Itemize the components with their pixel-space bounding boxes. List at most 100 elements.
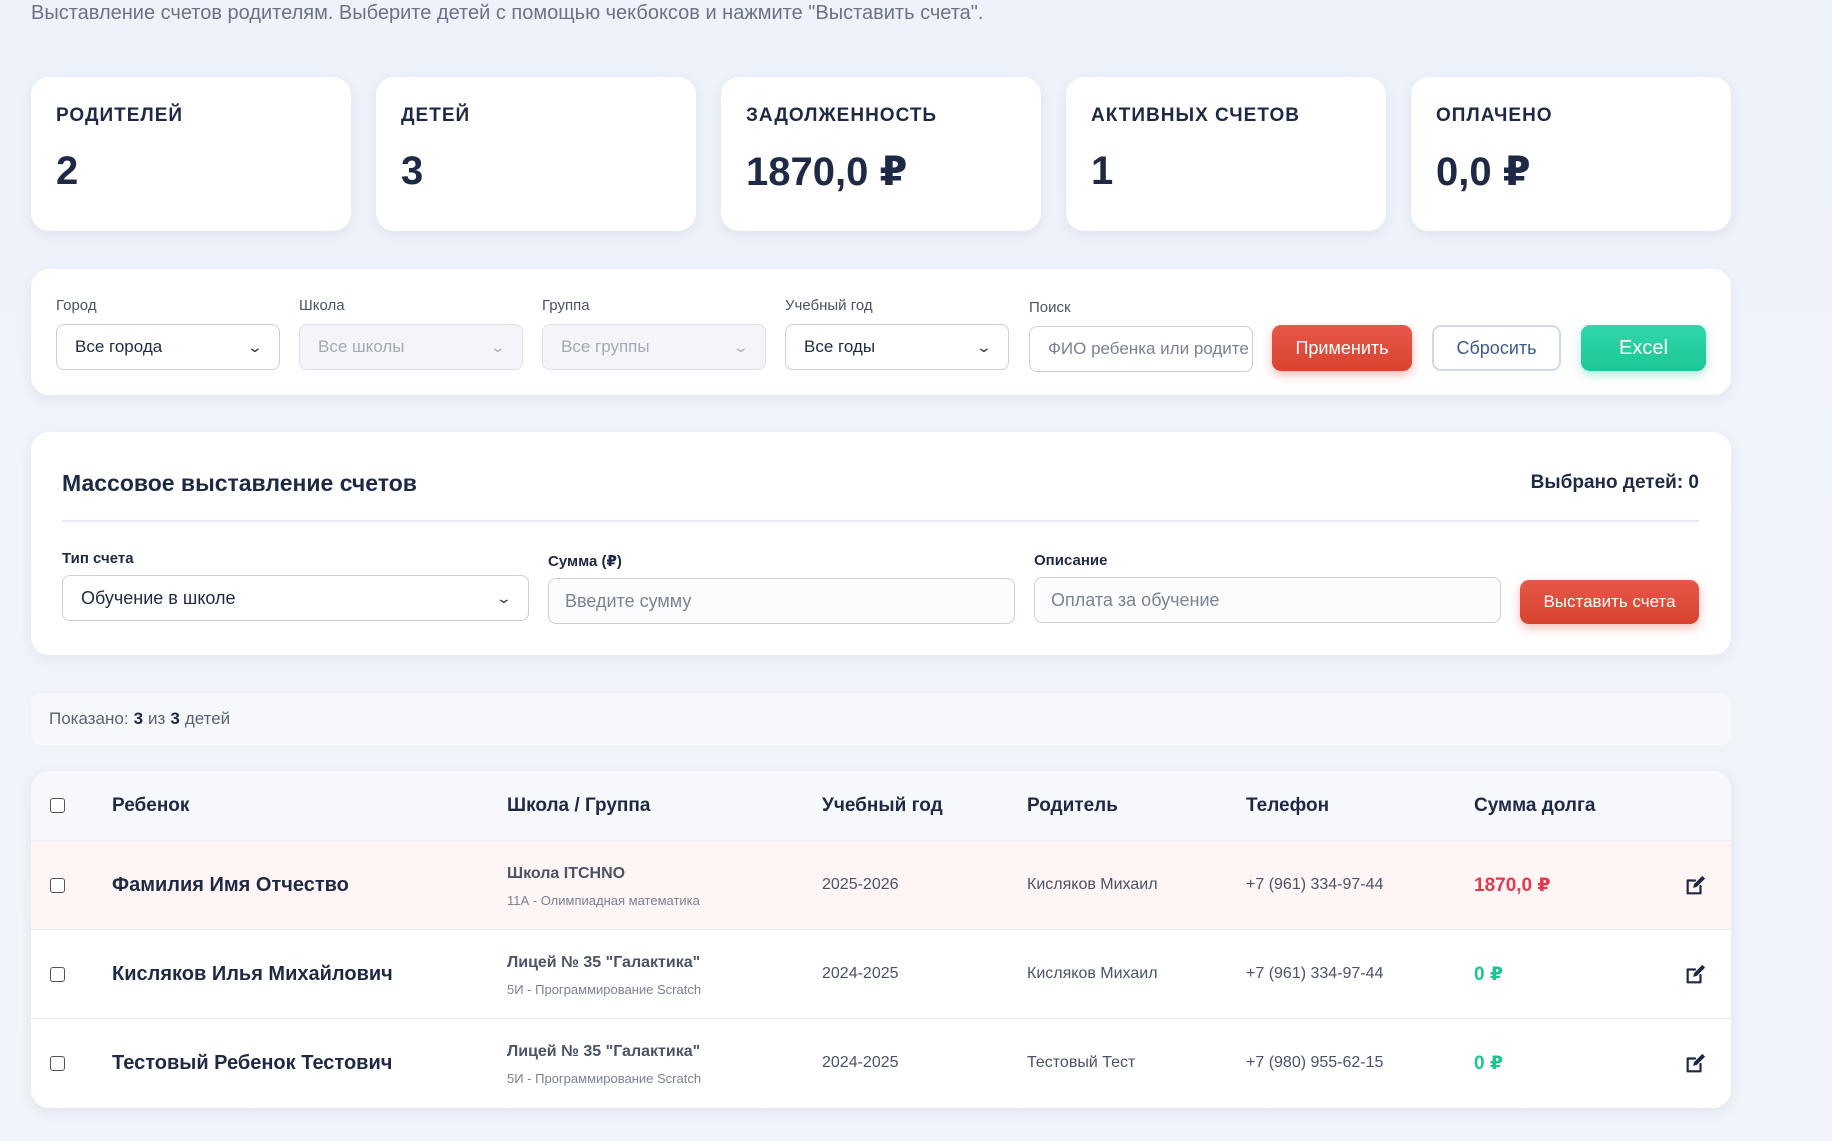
- stat-value: 2: [56, 149, 79, 193]
- school-filter: Школа Все школы ⌄: [299, 297, 523, 370]
- stat-value: 1870,0 ₽: [746, 150, 908, 194]
- table-row[interactable]: Фамилия Имя Отчество Школа ITCHNO 11А - …: [31, 841, 1731, 930]
- group-filter: Группа Все группы ⌄: [542, 297, 766, 370]
- year-select[interactable]: Все годы ⌄: [785, 324, 1009, 370]
- description-group: Описание Оплата за обучение: [1034, 552, 1501, 623]
- child-name: Тестовый Ребенок Тестович: [112, 1052, 393, 1074]
- mass-invoice-panel: Массовое выставление счетов Выбрано дете…: [31, 432, 1731, 655]
- selected-count: Выбрано детей: 0: [1530, 472, 1699, 493]
- chevron-down-icon: ⌄: [495, 589, 513, 606]
- description-label: Описание: [1034, 552, 1108, 569]
- school-name: Лицей № 35 "Галактика": [507, 1043, 701, 1060]
- debt-amount: 1870,0 ₽: [1474, 875, 1551, 896]
- phone: +7 (961) 334-97-44: [1246, 876, 1384, 893]
- search-label: Поиск: [1029, 299, 1071, 316]
- header-school: Школа / Группа: [507, 795, 651, 816]
- stat-label: ДЕТЕЙ: [401, 105, 471, 126]
- table-row[interactable]: Тестовый Ребенок Тестович Лицей № 35 "Га…: [31, 1019, 1731, 1108]
- parent-name: Кисляков Михаил: [1027, 876, 1158, 893]
- sum-group: Сумма (₽) Введите сумму: [548, 552, 1015, 624]
- page-intro: Выставление счетов родителям. Выберите д…: [31, 2, 984, 24]
- showing-suffix: детей: [184, 709, 231, 728]
- school-year: 2024-2025: [822, 965, 899, 982]
- group-name: 11А - Олимпиадная математика: [507, 893, 700, 908]
- showing-prefix: Показано:: [49, 709, 129, 728]
- search-input[interactable]: ФИО ребенка или родите: [1029, 326, 1253, 372]
- city-select[interactable]: Все города ⌄: [56, 324, 280, 370]
- filters-panel: Город Все города ⌄ Школа Все школы ⌄ Гру…: [31, 269, 1731, 395]
- school-name: Лицей № 35 "Галактика": [507, 954, 701, 971]
- school-select[interactable]: Все школы ⌄: [299, 324, 523, 370]
- stat-label: ОПЛАЧЕНО: [1436, 105, 1553, 126]
- school-select-value: Все школы: [318, 337, 405, 356]
- year-select-value: Все годы: [804, 337, 876, 356]
- sum-label: Сумма (₽): [548, 553, 622, 570]
- stat-value: 1: [1091, 149, 1114, 193]
- parent-name: Тестовый Тест: [1027, 1054, 1136, 1071]
- header-debt: Сумма долга: [1474, 795, 1596, 816]
- edit-icon[interactable]: [1684, 875, 1706, 897]
- phone: +7 (961) 334-97-44: [1246, 965, 1384, 982]
- edit-icon[interactable]: [1684, 964, 1706, 986]
- chevron-down-icon: ⌄: [732, 338, 750, 355]
- search-filter: Поиск ФИО ребенка или родите: [1029, 299, 1253, 372]
- stat-card-children: ДЕТЕЙ 3: [376, 77, 696, 231]
- header-parent: Родитель: [1027, 795, 1118, 816]
- school-year: 2024-2025: [822, 1054, 899, 1071]
- row-checkbox[interactable]: [50, 967, 65, 982]
- stat-card-parents: РОДИТЕЛЕЙ 2: [31, 77, 351, 231]
- school-name: Школа ITCHNO: [507, 865, 626, 882]
- year-label: Учебный год: [785, 297, 873, 314]
- group-label: Группа: [542, 297, 590, 314]
- header-child: Ребенок: [112, 795, 190, 816]
- group-select[interactable]: Все группы ⌄: [542, 324, 766, 370]
- header-phone: Телефон: [1246, 795, 1330, 816]
- description-input[interactable]: Оплата за обучение: [1034, 577, 1501, 623]
- city-select-value: Все города: [75, 337, 163, 356]
- apply-button[interactable]: Применить: [1272, 325, 1412, 371]
- stats-row: РОДИТЕЛЕЙ 2 ДЕТЕЙ 3 ЗАДОЛЖЕННОСТЬ 1870,0…: [31, 77, 1731, 231]
- stat-card-debt: ЗАДОЛЖЕННОСТЬ 1870,0 ₽: [721, 77, 1041, 231]
- child-name: Фамилия Имя Отчество: [112, 874, 349, 896]
- total-count: 3: [170, 709, 180, 728]
- header-year: Учебный год: [822, 795, 943, 816]
- chevron-down-icon: ⌄: [975, 338, 993, 355]
- chevron-down-icon: ⌄: [246, 338, 264, 355]
- phone: +7 (980) 955-62-15: [1246, 1054, 1384, 1071]
- invoice-type-label: Тип счета: [62, 550, 134, 567]
- divider: [62, 520, 1699, 522]
- sum-input[interactable]: Введите сумму: [548, 578, 1015, 624]
- row-checkbox[interactable]: [50, 878, 65, 893]
- debt-amount: 0 ₽: [1474, 964, 1504, 985]
- parent-name: Кисляков Михаил: [1027, 965, 1158, 982]
- excel-export-button[interactable]: Excel: [1581, 325, 1706, 371]
- invoice-type-select[interactable]: Обучение в школе ⌄: [62, 575, 529, 621]
- mass-invoice-title: Массовое выставление счетов: [62, 470, 417, 496]
- invoice-type-group: Тип счета Обучение в школе ⌄: [62, 550, 529, 621]
- debt-amount: 0 ₽: [1474, 1053, 1504, 1074]
- group-name: 5И - Программирование Scratch: [507, 1071, 702, 1086]
- stat-value: 0,0 ₽: [1436, 150, 1531, 194]
- stat-label: ЗАДОЛЖЕННОСТЬ: [746, 105, 938, 126]
- city-label: Город: [56, 297, 97, 314]
- reset-button[interactable]: Сбросить: [1432, 325, 1561, 371]
- children-table: Ребенок Школа / Группа Учебный год Родит…: [31, 771, 1731, 1108]
- results-summary: Показано: 3 из 3 детей: [31, 693, 1731, 745]
- group-name: 5И - Программирование Scratch: [507, 982, 702, 997]
- group-select-value: Все группы: [561, 337, 650, 356]
- row-checkbox[interactable]: [50, 1056, 65, 1071]
- select-all-checkbox[interactable]: [50, 798, 65, 813]
- showing-count: 3: [133, 709, 144, 728]
- stat-label: РОДИТЕЛЕЙ: [56, 105, 184, 126]
- school-year: 2025-2026: [822, 876, 899, 893]
- edit-icon[interactable]: [1684, 1053, 1706, 1075]
- invoice-type-value: Обучение в школе: [81, 587, 236, 608]
- table-row[interactable]: Кисляков Илья Михайлович Лицей № 35 "Гал…: [31, 930, 1731, 1019]
- stat-value: 3: [401, 149, 424, 193]
- issue-invoices-button[interactable]: Выставить счета: [1520, 580, 1699, 624]
- stat-card-paid: ОПЛАЧЕНО 0,0 ₽: [1411, 77, 1731, 231]
- stat-card-active-invoices: АКТИВНЫХ СЧЕТОВ 1: [1066, 77, 1386, 231]
- child-name: Кисляков Илья Михайлович: [112, 963, 393, 985]
- city-filter: Город Все города ⌄: [56, 297, 280, 370]
- chevron-down-icon: ⌄: [489, 338, 507, 355]
